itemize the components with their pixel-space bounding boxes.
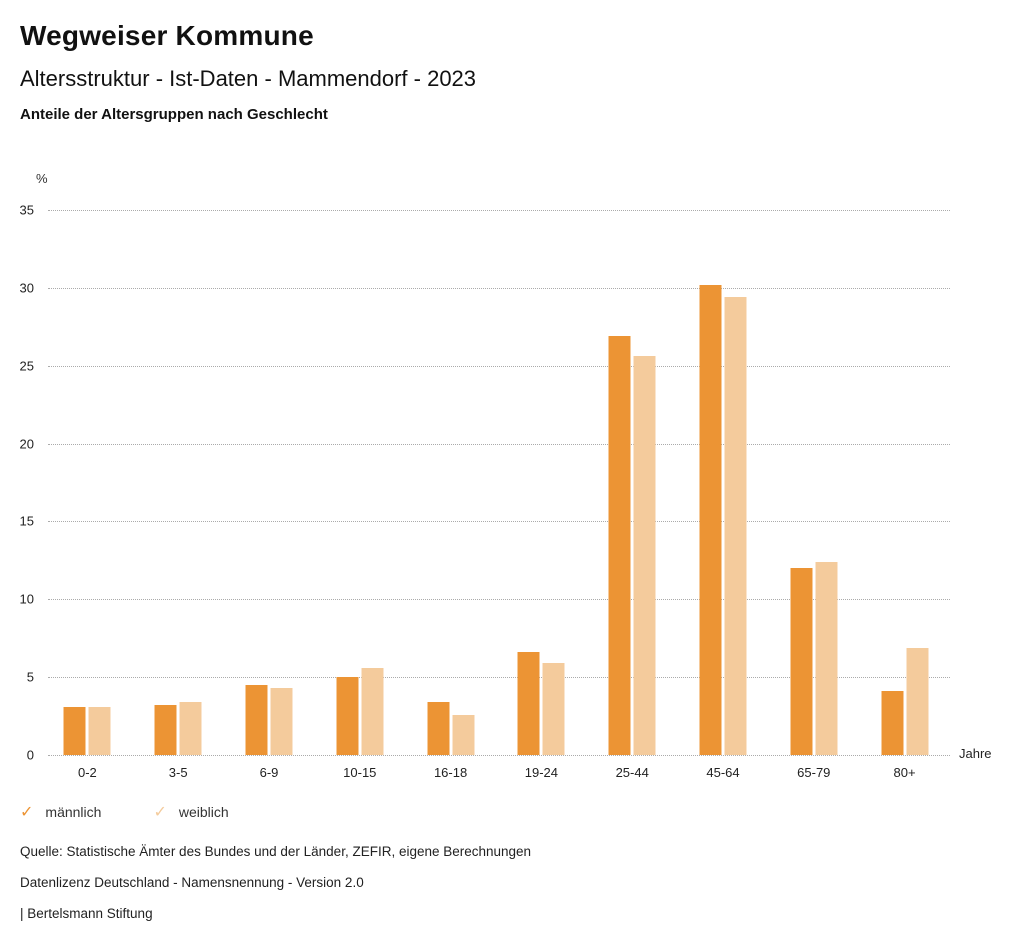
gridline-10: [48, 599, 950, 601]
x-tick-label-80+: 80+: [893, 765, 916, 780]
gridline-15: [48, 521, 950, 523]
bar-weiblich-25-44[interactable]: [633, 356, 656, 755]
page-title: Wegweiser Kommune: [20, 20, 314, 51]
bar-group-19-24: 19-24: [496, 210, 587, 780]
bar-weiblich-0-2[interactable]: [88, 706, 111, 755]
x-tick-label-45-64: 45-64: [706, 765, 740, 780]
bar-männlich-45-64[interactable]: [699, 284, 722, 755]
bar-männlich-0-2[interactable]: [63, 706, 86, 755]
bar-weiblich-65-79[interactable]: [815, 561, 838, 755]
legend-item-weiblich[interactable]: ✓ weiblich: [153, 802, 228, 822]
bar-pair: [427, 210, 475, 755]
bar-pair: [881, 210, 929, 755]
bar-männlich-19-24[interactable]: [517, 652, 540, 755]
source-text: Quelle: Statistische Ämter des Bundes un…: [20, 844, 532, 859]
bar-weiblich-45-64[interactable]: [724, 297, 747, 755]
x-tick-label-10-15: 10-15: [343, 765, 377, 780]
chart-legend: ✓ männlich ✓ weiblich: [20, 802, 229, 822]
bar-group-80+: 80+: [859, 210, 950, 780]
bar-group-16-18: 16-18: [405, 210, 496, 780]
bar-pair: [336, 210, 384, 755]
bar-pair: [517, 210, 565, 755]
x-tick-label-25-44: 25-44: [615, 765, 649, 780]
y-tick-label-30: 30: [19, 280, 34, 296]
bar-weiblich-3-5[interactable]: [179, 702, 202, 755]
bar-männlich-16-18[interactable]: [427, 702, 450, 755]
bar-männlich-10-15[interactable]: [336, 677, 359, 755]
gridline-0: [48, 755, 950, 756]
bar-group-25-44: 25-44: [587, 210, 678, 780]
license-text: Datenlizenz Deutschland - Namensnennung …: [20, 875, 364, 890]
x-tick-label-65-79: 65-79: [797, 765, 831, 780]
bar-pair: [608, 210, 656, 755]
bar-weiblich-80+[interactable]: [906, 647, 929, 755]
bar-group-65-79: 65-79: [768, 210, 859, 780]
bar-group-45-64: 45-64: [678, 210, 769, 780]
x-tick-label-0-2: 0-2: [78, 765, 97, 780]
bar-männlich-25-44[interactable]: [608, 336, 631, 755]
x-tick-label-6-9: 6-9: [259, 765, 279, 780]
bar-männlich-80+[interactable]: [881, 691, 904, 755]
y-tick-label-20: 20: [19, 436, 34, 452]
gridline-5: [48, 677, 950, 679]
y-tick-label-5: 5: [26, 669, 34, 685]
chart-heading: Anteile der Altersgruppen nach Geschlech…: [20, 106, 328, 123]
y-tick-label-10: 10: [19, 591, 34, 607]
y-tick-label-35: 35: [19, 202, 34, 218]
bar-weiblich-6-9[interactable]: [270, 688, 293, 755]
x-tick-label-3-5: 3-5: [168, 765, 188, 780]
bar-group-10-15: 10-15: [314, 210, 405, 780]
page-subtitle: Altersstruktur - Ist-Daten - Mammendorf …: [20, 66, 477, 91]
bar-männlich-3-5[interactable]: [154, 705, 177, 755]
bar-pair: [245, 210, 293, 755]
bar-weiblich-10-15[interactable]: [361, 667, 384, 755]
bar-weiblich-19-24[interactable]: [542, 663, 565, 755]
bar-pair: [63, 210, 111, 755]
bar-group-6-9: 6-9: [224, 210, 315, 780]
bar-chart-plot-area: 0-2 3-5 6-9 10-15 16-18 19-24 25-44 45-64 65-79 8…: [42, 210, 950, 780]
legend-item-maennlich[interactable]: ✓ männlich: [20, 802, 101, 822]
gridline-35: [48, 210, 950, 211]
bar-pair: [699, 210, 747, 755]
check-icon: ✓: [153, 804, 167, 821]
bar-group-3-5: 3-5: [133, 210, 224, 780]
bar-group-0-2: 0-2: [42, 210, 133, 780]
gridline-20: [48, 443, 950, 445]
x-tick-label-19-24: 19-24: [524, 765, 559, 780]
y-tick-label-15: 15: [19, 513, 34, 529]
check-icon: ✓: [20, 804, 34, 821]
bar-pair: [154, 210, 202, 755]
y-tick-label-25: 25: [19, 358, 34, 374]
bar-männlich-6-9[interactable]: [245, 684, 268, 755]
gridline-30: [48, 287, 950, 289]
bar-männlich-65-79[interactable]: [790, 568, 813, 755]
y-tick-label-0: 0: [26, 747, 34, 763]
legend-label-weiblich: weiblich: [178, 804, 229, 820]
bar-pair: [790, 210, 838, 755]
attribution-text: | Bertelsmann Stiftung: [20, 906, 153, 921]
y-axis: 0 5 10 15 20 25 30 35: [0, 203, 36, 763]
x-tick-label-16-18: 16-18: [433, 765, 468, 780]
y-axis-unit-label: %: [36, 171, 48, 186]
x-axis-unit-label: Jahre: [959, 746, 992, 761]
bar-weiblich-16-18[interactable]: [452, 714, 475, 755]
gridline-25: [48, 365, 950, 367]
legend-label-maennlich: männlich: [45, 804, 102, 820]
